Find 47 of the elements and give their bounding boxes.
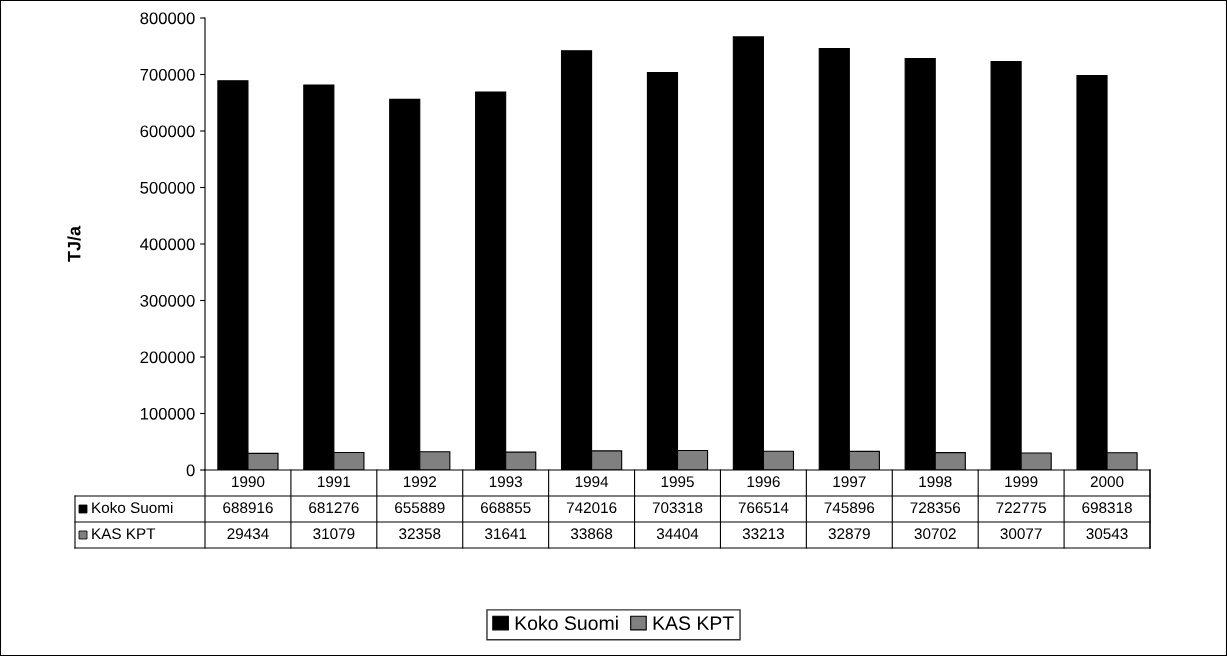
data-label: 703318 [652, 502, 703, 514]
data-label: 33213 [742, 528, 784, 540]
data-label: 30077 [1000, 528, 1042, 540]
x-tick-label: 2000 [1090, 476, 1124, 488]
x-tick-label: 1992 [403, 476, 436, 488]
data-label: 29434 [227, 528, 269, 540]
text: Koko Suomi [515, 615, 618, 631]
y-tick-label: 0 [186, 464, 195, 477]
x-tick-label: 1996 [747, 476, 780, 488]
data-label: 31079 [313, 528, 355, 540]
data-label: 31641 [485, 528, 527, 540]
data-label: 722775 [996, 502, 1046, 514]
data-label: 728356 [910, 502, 961, 514]
x-tick-label: 1995 [661, 476, 694, 488]
x-tick-label: 1994 [575, 476, 609, 488]
x-tick-label: 1993 [489, 476, 523, 488]
y-tick-label: 300000 [140, 294, 195, 307]
x-tick-label: 1990 [232, 476, 265, 488]
legend-label: KAS KPT [92, 528, 156, 540]
data-label: 742016 [566, 502, 617, 514]
x-tick-label: 1991 [318, 476, 351, 488]
x-tick-label: 1998 [919, 476, 952, 488]
data-label: 681276 [309, 502, 359, 514]
data-label: 32879 [828, 528, 870, 540]
y-axis-title: TJ/a [67, 225, 81, 262]
y-tick-label: 100000 [140, 407, 195, 420]
data-label: 30702 [914, 528, 956, 540]
legend-label: Koko Suomi [92, 501, 173, 514]
text: KAS KPT [653, 616, 734, 631]
y-tick-label: 800000 [140, 12, 195, 25]
y-tick-label: 500000 [140, 181, 195, 194]
data-label: 34404 [656, 528, 699, 540]
data-label: 655889 [395, 502, 445, 514]
y-tick-label: 400000 [140, 238, 195, 251]
data-label: 30543 [1086, 528, 1128, 540]
x-tick-label: 1997 [833, 476, 866, 488]
data-label: 668855 [480, 502, 531, 514]
data-label: 745896 [824, 502, 875, 514]
data-label: 766514 [738, 502, 789, 514]
y-tick-label: 200000 [140, 351, 195, 364]
data-label: 698318 [1082, 502, 1132, 514]
data-label: 32358 [399, 528, 441, 540]
data-label: 688916 [223, 502, 273, 514]
data-label: 33868 [570, 528, 613, 540]
x-tick-label: 1999 [1005, 476, 1038, 488]
y-tick-label: 700000 [140, 68, 195, 81]
y-tick-label: 600000 [140, 125, 195, 138]
